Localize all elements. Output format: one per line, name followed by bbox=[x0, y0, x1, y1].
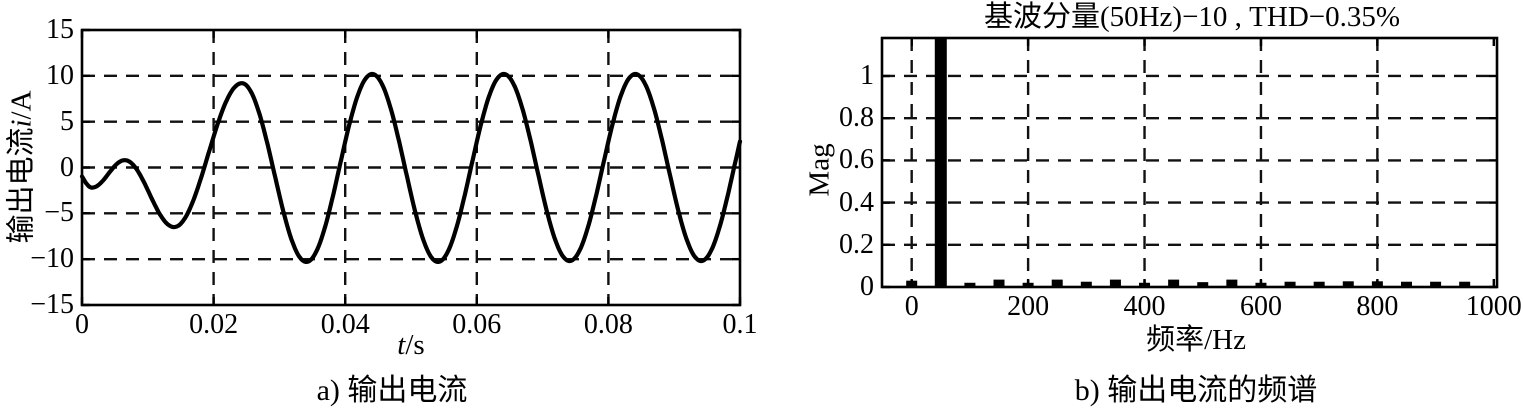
harmonic-bar bbox=[1459, 281, 1471, 287]
harmonic-bar bbox=[1051, 279, 1063, 287]
harmonic-bar bbox=[1284, 281, 1296, 287]
spectrum-bars bbox=[906, 38, 1471, 287]
harmonic-bar bbox=[1342, 281, 1354, 287]
harmonic-bar bbox=[1400, 281, 1412, 287]
harmonic-bar bbox=[1313, 281, 1325, 287]
harmonic-bar bbox=[993, 279, 1005, 287]
harmonic-bar bbox=[1226, 279, 1238, 287]
harmonic-bar bbox=[1430, 281, 1442, 287]
harmonic-bar bbox=[1080, 281, 1092, 287]
harmonic-bar bbox=[964, 282, 976, 287]
harmonic-bar bbox=[1197, 282, 1209, 287]
output-current-waveform-group bbox=[79, 28, 743, 307]
harmonic-bar bbox=[1168, 279, 1180, 287]
waveform-path bbox=[79, 71, 743, 264]
output-current-spectrum-grid bbox=[882, 38, 1497, 287]
fundamental-bar bbox=[934, 38, 947, 287]
output-current-spectrum-group bbox=[880, 36, 1499, 289]
harmonic-bar bbox=[1109, 279, 1121, 287]
output-current-spectrum-axes-box bbox=[880, 36, 1499, 289]
output-current-spectrum-ticks bbox=[882, 38, 1497, 289]
output-current-waveform-ticks bbox=[80, 28, 742, 307]
output-current-waveform-grid bbox=[82, 30, 740, 305]
